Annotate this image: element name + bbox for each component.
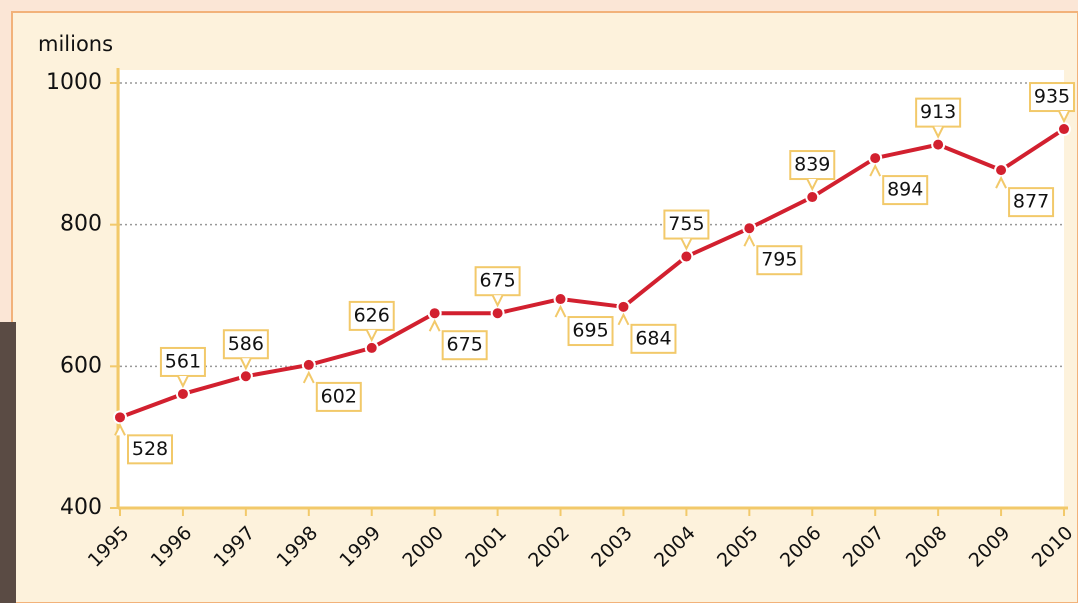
y-tick-label: 800 xyxy=(60,212,102,237)
value-label: 877 xyxy=(1013,191,1049,213)
y-axis-label: milions xyxy=(38,32,113,56)
point xyxy=(995,164,1007,176)
chart: milions 40060080010001995199619971998199… xyxy=(0,0,1078,603)
value-label: 626 xyxy=(354,304,390,326)
value-label: 913 xyxy=(920,101,956,123)
point xyxy=(869,152,881,164)
point xyxy=(806,191,818,203)
value-label: 586 xyxy=(228,333,264,355)
value-label: 561 xyxy=(165,350,201,372)
value-label: 695 xyxy=(572,320,608,342)
point xyxy=(492,307,504,319)
plot-area xyxy=(120,70,1064,508)
point xyxy=(743,222,755,234)
point xyxy=(617,301,629,313)
photo-fragment xyxy=(0,322,16,603)
y-tick-label: 400 xyxy=(60,495,102,520)
value-label: 795 xyxy=(761,249,797,271)
point xyxy=(932,139,944,151)
point xyxy=(1058,123,1070,135)
value-label: 684 xyxy=(635,327,671,349)
point xyxy=(177,388,189,400)
value-label: 935 xyxy=(1034,86,1070,108)
value-label: 755 xyxy=(668,213,704,235)
point xyxy=(114,411,126,423)
point xyxy=(555,293,567,305)
point xyxy=(303,359,315,371)
value-label: 602 xyxy=(321,385,357,407)
point xyxy=(240,370,252,382)
point xyxy=(366,342,378,354)
value-label: 894 xyxy=(887,179,923,201)
page: milions 40060080010001995199619971998199… xyxy=(0,0,1078,603)
y-tick-label: 1000 xyxy=(46,70,102,95)
point xyxy=(429,307,441,319)
value-label: 528 xyxy=(132,438,168,460)
value-label: 675 xyxy=(447,334,483,356)
point xyxy=(680,251,692,263)
y-tick-label: 600 xyxy=(60,353,102,378)
value-label: 839 xyxy=(794,154,830,176)
value-label: 675 xyxy=(479,270,515,292)
